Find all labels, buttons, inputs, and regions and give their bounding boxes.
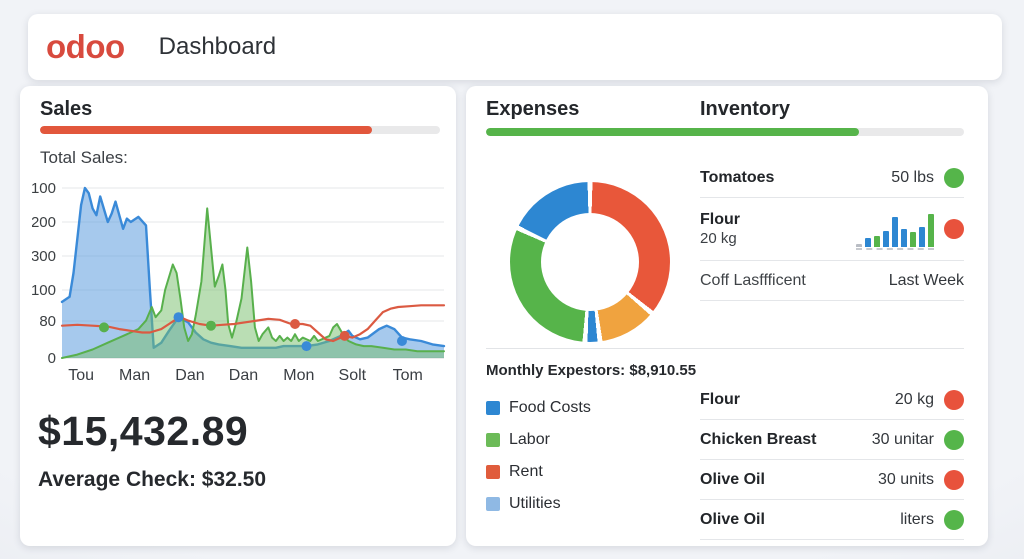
legend-item[interactable]: Food Costs: [486, 392, 686, 424]
item-right: liters: [900, 510, 964, 530]
legend-item[interactable]: Rent: [486, 456, 686, 488]
data-point-red[interactable]: [290, 319, 300, 329]
sales-line-chart[interactable]: 100 200 300 100 80 0 Tou Man Dan Dan Mon Solt Tom: [32, 180, 452, 392]
item-name: Flour20 kg: [700, 210, 740, 249]
average-check-value: Average Check: $32.50: [38, 468, 266, 492]
item-value: 30 unitar: [872, 431, 934, 449]
y-axis-label: 100: [32, 282, 56, 299]
legend-swatch: [486, 401, 500, 415]
item-name: Coff Lasffficent: [700, 271, 806, 291]
data-point-blue[interactable]: [397, 336, 407, 346]
inventory-row[interactable]: Tomatoes 50 lbs: [700, 158, 964, 198]
expenses-legend: Food Costs Labor Rent Utilities: [486, 392, 686, 520]
inventory-progress-bar: [486, 128, 964, 136]
inventory-title[interactable]: Inventory: [700, 98, 790, 121]
legend-swatch: [486, 497, 500, 511]
y-axis-label: 200: [32, 214, 56, 231]
expenses-title[interactable]: Expenses: [486, 98, 579, 121]
item-name: Olive Oil: [700, 510, 765, 530]
inventory-row[interactable]: Olive Oil 30 units: [700, 460, 964, 500]
item-right: Last Week: [889, 272, 964, 290]
legend-swatch: [486, 465, 500, 479]
inventory-row[interactable]: Olive Oil liters: [700, 500, 964, 540]
status-dot-red: [944, 470, 964, 490]
inventory-list-top: Tomatoes 50 lbs Flour20 kg Coff Lasffficent…: [700, 158, 964, 301]
item-right: 30 units: [878, 470, 964, 490]
sales-progress-fill: [40, 126, 372, 134]
item-name: Tomatoes: [700, 168, 774, 188]
item-value: liters: [900, 511, 934, 529]
item-value: 30 units: [878, 471, 934, 489]
data-point-blue[interactable]: [301, 341, 311, 351]
sales-panel: Sales Total Sales: 100 200 300 100 80 0 Tou Man…: [20, 86, 456, 546]
legend-label: Food Costs: [509, 399, 591, 417]
total-sales-value: $15,432.89: [38, 408, 248, 455]
x-axis-label: Tom: [393, 367, 423, 384]
data-point-blue[interactable]: [174, 312, 184, 322]
page-title: Dashboard: [159, 33, 276, 61]
legend-item[interactable]: Labor: [486, 424, 686, 456]
flour-sparkline-chart: [856, 209, 934, 250]
inventory-progress-fill: [486, 128, 859, 136]
item-right: [856, 209, 964, 250]
sales-title: Sales: [40, 98, 92, 121]
data-point-green[interactable]: [206, 321, 216, 331]
item-value: Last Week: [889, 272, 964, 290]
status-dot-green: [944, 430, 964, 450]
y-axis-label: 0: [48, 350, 56, 367]
monthly-expenses-total: Monthly Expestors: $8,910.55: [486, 362, 696, 379]
panel-divider: [486, 348, 964, 349]
legend-label: Utilities: [509, 495, 561, 513]
inventory-row[interactable]: Flour 20 kg: [700, 380, 964, 420]
legend-label: Labor: [509, 431, 550, 449]
item-right: 20 kg: [895, 390, 964, 410]
x-axis-label: Mon: [283, 367, 314, 384]
inventory-list-bottom: Flour 20 kg Chicken Breast 30 unitar Olive O…: [700, 380, 964, 540]
x-axis-label: Tou: [68, 367, 94, 384]
data-point-green[interactable]: [99, 322, 109, 332]
x-axis-label: Dan: [175, 367, 204, 384]
data-point-red[interactable]: [340, 331, 350, 341]
x-axis-label: Dan: [229, 367, 258, 384]
item-value: 50 lbs: [891, 169, 934, 187]
status-dot-red: [944, 219, 964, 239]
item-quantity: 20 kg: [700, 230, 740, 249]
status-dot-green: [944, 168, 964, 188]
legend-label: Rent: [509, 463, 543, 481]
status-dot-green: [944, 510, 964, 530]
x-axis-label: Solt: [339, 367, 367, 384]
item-value: 20 kg: [895, 391, 934, 409]
item-name: Olive Oil: [700, 470, 765, 490]
odoo-logo: odoo: [46, 28, 125, 66]
inventory-row[interactable]: Flour20 kg: [700, 198, 964, 261]
item-name: Flour: [700, 390, 740, 410]
status-dot-red: [944, 390, 964, 410]
legend-item[interactable]: Utilities: [486, 488, 686, 520]
item-right: 30 unitar: [872, 430, 964, 450]
legend-swatch: [486, 433, 500, 447]
inventory-row[interactable]: Coff Lasffficent Last Week: [700, 261, 964, 301]
x-axis-label: Man: [119, 367, 150, 384]
total-sales-label: Total Sales:: [40, 148, 128, 168]
y-axis-label: 300: [32, 248, 56, 265]
y-axis-label: 80: [39, 313, 56, 330]
item-name: Chicken Breast: [700, 430, 817, 450]
app-header: odoo Dashboard: [28, 14, 1002, 80]
inventory-row[interactable]: Chicken Breast 30 unitar: [700, 420, 964, 460]
expenses-inventory-panel: Expenses Inventory Monthly Expestors: $8…: [466, 86, 988, 546]
item-right: 50 lbs: [891, 168, 964, 188]
sales-progress-bar: [40, 126, 440, 134]
expenses-donut-chart[interactable]: [510, 182, 670, 342]
y-axis-label: 100: [32, 180, 56, 197]
